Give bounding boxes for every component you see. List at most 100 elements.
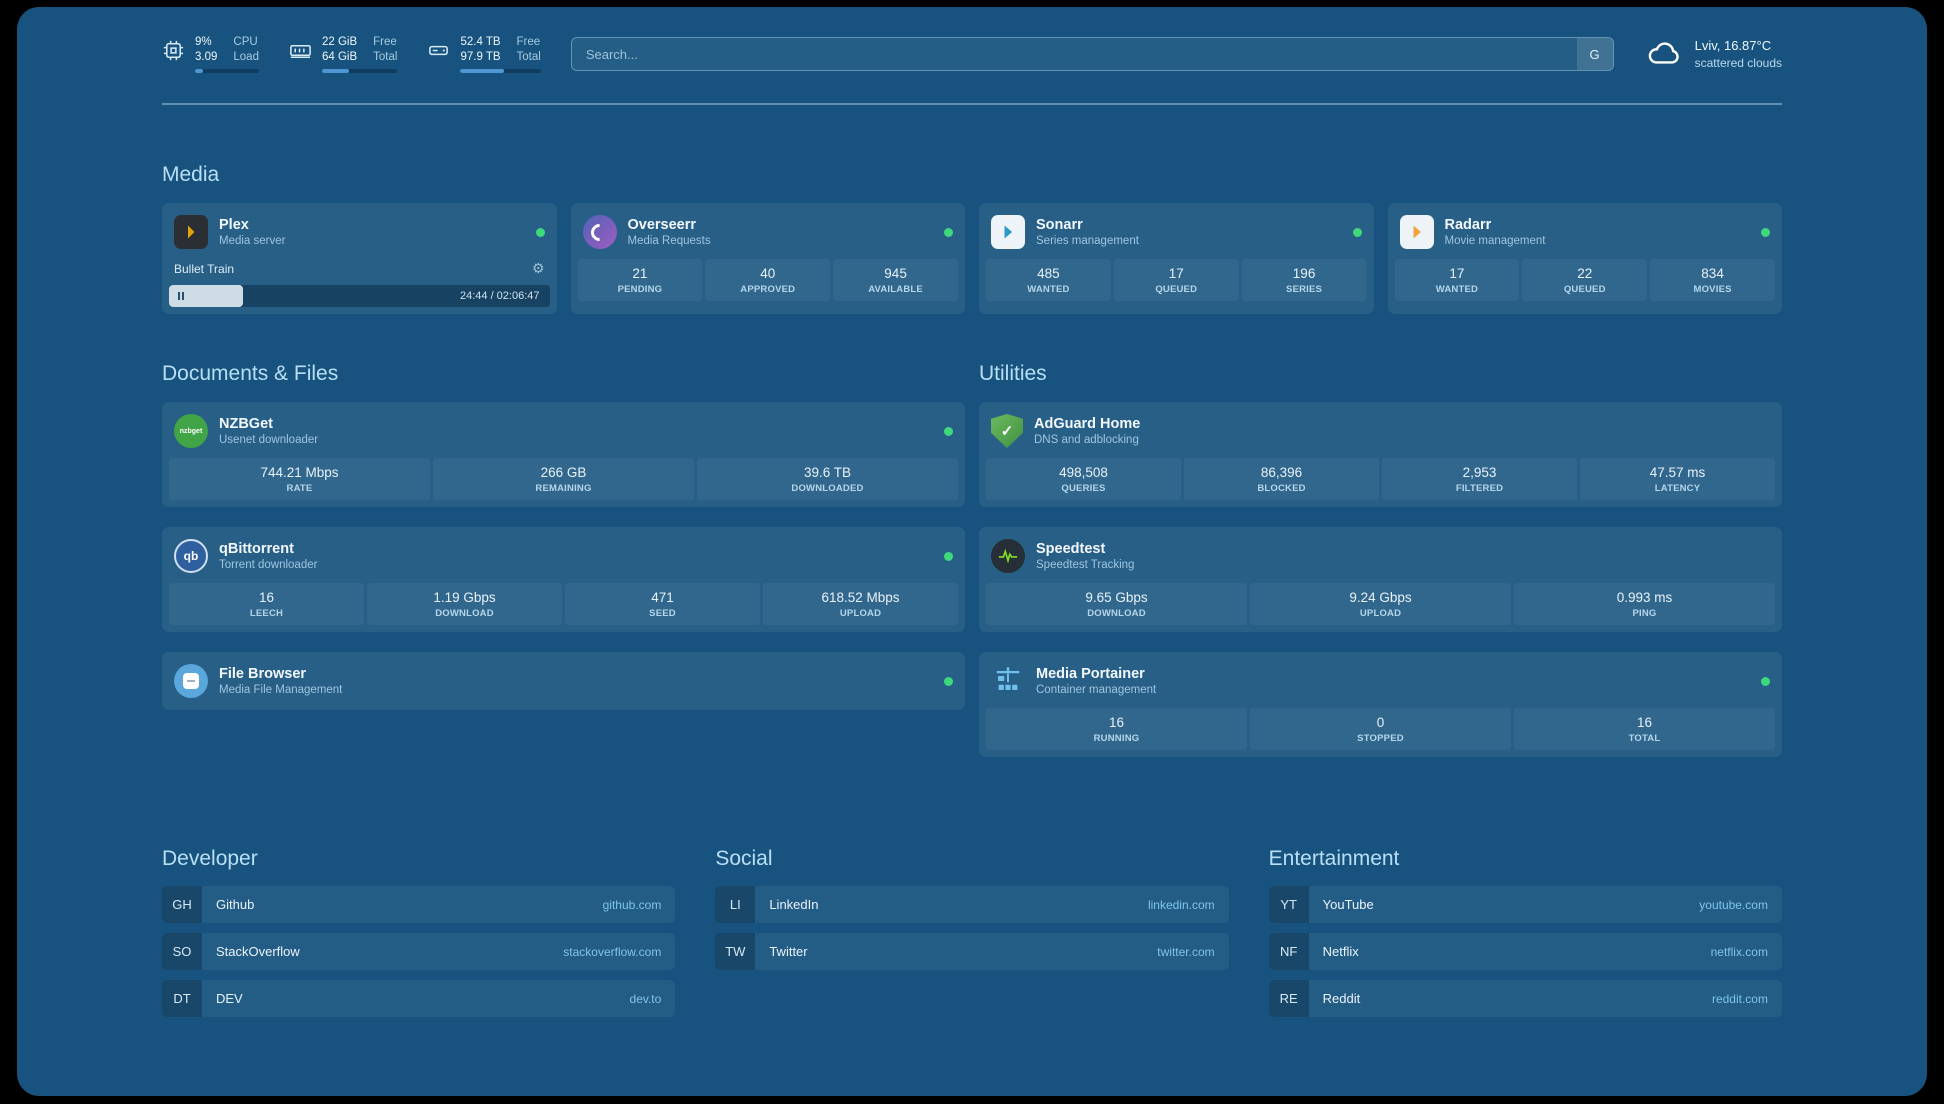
memory-free-value: 22 GiB [321, 36, 358, 48]
status-dot [944, 551, 953, 561]
bookmark-dev[interactable]: DT DEV dev.to [162, 980, 676, 1017]
dashboard: 9% 3.09 CPU Load [17, 7, 1927, 1096]
bookmark-group-title: Social [715, 847, 773, 870]
bookmark-abbr: TW [715, 933, 756, 970]
top-bar: 9% 3.09 CPU Load [162, 35, 1782, 73]
gear-icon[interactable]: ⚙ [531, 260, 545, 276]
nzbget-icon: nzbget [174, 414, 208, 448]
bookmark-name: YouTube [1322, 897, 1374, 912]
memory-widget: 22 GiB 64 GiB Free Total [289, 35, 398, 73]
bookmark-twitter[interactable]: TW Twitter twitter.com [715, 933, 1229, 970]
plex-icon [174, 215, 208, 249]
service-name: Media Portainer [1036, 666, 1145, 682]
bookmark-group-developer: Developer GH Github github.com SO StackO… [162, 847, 676, 1027]
bookmark-name: Github [216, 897, 255, 912]
radarr-icon [1399, 215, 1434, 249]
bookmark-abbr: SO [162, 933, 202, 970]
bookmark-stackoverflow[interactable]: SO StackOverflow stackoverflow.com [162, 933, 676, 970]
status-dot [944, 426, 953, 436]
service-name: Sonarr [1036, 217, 1083, 233]
bookmark-netflix[interactable]: NF Netflix netflix.com [1268, 933, 1782, 970]
bookmark-name: Twitter [769, 944, 808, 959]
stat-series: 196 SERIES [1241, 259, 1367, 301]
service-subtitle: Torrent downloader [219, 559, 318, 571]
service-name: Plex [219, 217, 249, 233]
stat-download: 1.19 Gbps DOWNLOAD [367, 583, 562, 625]
stat-filtered: 2,953 FILTERED [1382, 458, 1577, 500]
cpu-usage-bar [195, 69, 259, 73]
cpu-usage-label: CPU [233, 36, 258, 48]
service-card-sonarr[interactable]: Sonarr Series management 485 WANTED 17 Q… [979, 203, 1374, 314]
service-card-overseerr[interactable]: Overseerr Media Requests 21 PENDING 40 A… [570, 203, 965, 314]
bookmark-group-title: Developer [162, 847, 258, 870]
status-dot [944, 227, 953, 237]
now-playing-title: Bullet Train [174, 261, 235, 276]
utilities-column: Utilities ✓ AdGuard Home DNS and adblock… [979, 362, 1782, 777]
service-card-adguard[interactable]: ✓ AdGuard Home DNS and adblocking 498,50… [979, 402, 1782, 507]
service-subtitle: Movie management [1444, 235, 1546, 247]
bookmark-abbr: GH [162, 886, 202, 923]
service-card-radarr[interactable]: Radarr Movie management 17 WANTED 22 QUE… [1387, 203, 1782, 314]
stat-wanted: 17 WANTED [1394, 259, 1520, 301]
status-dot [1761, 676, 1770, 686]
stat-movies: 834 MOVIES [1650, 259, 1775, 301]
service-subtitle: Media server [219, 235, 286, 247]
service-card-nzbget[interactable]: nzbget NZBGet Usenet downloader 744.21 M… [162, 402, 965, 507]
disk-widget: 52.4 TB 97.9 TB Free Total [427, 35, 541, 73]
cpu-icon [162, 35, 185, 67]
memory-free-label: Free [373, 36, 397, 48]
stat-available: 945 AVAILABLE [833, 259, 958, 301]
bookmark-abbr: NF [1268, 933, 1309, 970]
bookmarks: Developer GH Github github.com SO StackO… [162, 847, 1782, 1075]
service-card-plex[interactable]: Plex Media server Bullet Train ⚙ 24:44 /… [162, 203, 557, 314]
bookmark-name: StackOverflow [216, 944, 300, 959]
bookmark-domain: youtube.com [1699, 897, 1768, 912]
stat-upload: 618.52 Mbps UPLOAD [763, 583, 958, 625]
memory-total-value: 64 GiB [321, 50, 358, 63]
service-name: Overseerr [627, 217, 697, 233]
media-player-bar[interactable]: 24:44 / 02:06:47 [169, 285, 550, 307]
cpu-load-value: 3.09 [195, 50, 218, 63]
bookmark-abbr: LI [715, 886, 756, 923]
bookmark-group-social: Social LI LinkedIn linkedin.com TW Twitt… [715, 847, 1229, 980]
bookmark-reddit[interactable]: RE Reddit reddit.com [1268, 980, 1782, 1017]
search-input[interactable] [571, 38, 1577, 70]
header-divider [162, 103, 1782, 105]
search-provider-button[interactable]: G [1576, 38, 1613, 70]
disk-total-value: 97.9 TB [460, 50, 501, 63]
bookmark-group-entertainment: Entertainment YT YouTube youtube.com NF … [1268, 847, 1782, 1027]
cloud-icon [1644, 36, 1684, 73]
stat-total: 16 TOTAL [1514, 708, 1775, 750]
disk-free-label: Free [516, 36, 541, 48]
service-subtitle: Speedtest Tracking [1036, 559, 1135, 571]
playback-progress [169, 285, 244, 307]
stat-download: 9.65 Gbps DOWNLOAD [986, 583, 1247, 625]
media-grid: Plex Media server Bullet Train ⚙ 24:44 /… [162, 203, 1782, 314]
stat-queries: 498,508 QUERIES [986, 458, 1181, 500]
search-bar: G [570, 37, 1614, 71]
bookmark-github[interactable]: GH Github github.com [162, 886, 676, 923]
service-card-portainer[interactable]: Media Portainer Container management 16 … [979, 652, 1782, 757]
bookmark-linkedin[interactable]: LI LinkedIn linkedin.com [715, 886, 1229, 923]
status-dot [944, 676, 953, 686]
service-card-filebrowser[interactable]: File Browser Media File Management [162, 652, 965, 710]
service-name: NZBGet [219, 416, 273, 432]
overseerr-icon [582, 215, 617, 249]
pause-icon[interactable] [178, 292, 184, 300]
stat-stopped: 0 STOPPED [1250, 708, 1511, 750]
service-subtitle: Usenet downloader [219, 434, 319, 446]
service-subtitle: Media Requests [627, 235, 711, 247]
disk-total-label: Total [516, 50, 541, 63]
service-subtitle: Container management [1036, 684, 1157, 696]
service-card-qbittorrent[interactable]: qb qBittorrent Torrent downloader 16 LEE… [162, 527, 965, 632]
hardware-widgets: 9% 3.09 CPU Load [162, 35, 541, 73]
service-name: File Browser [219, 666, 307, 682]
qbittorrent-icon: qb [174, 539, 208, 573]
bookmark-domain: linkedin.com [1147, 897, 1215, 912]
service-subtitle: Media File Management [219, 684, 343, 696]
bookmark-youtube[interactable]: YT YouTube youtube.com [1268, 886, 1782, 923]
service-card-speedtest[interactable]: Speedtest Speedtest Tracking 9.65 Gbps D… [979, 527, 1782, 632]
section-title-documents: Documents & Files [162, 362, 339, 385]
bookmark-domain: dev.to [629, 991, 662, 1006]
bookmark-abbr: DT [162, 980, 202, 1017]
